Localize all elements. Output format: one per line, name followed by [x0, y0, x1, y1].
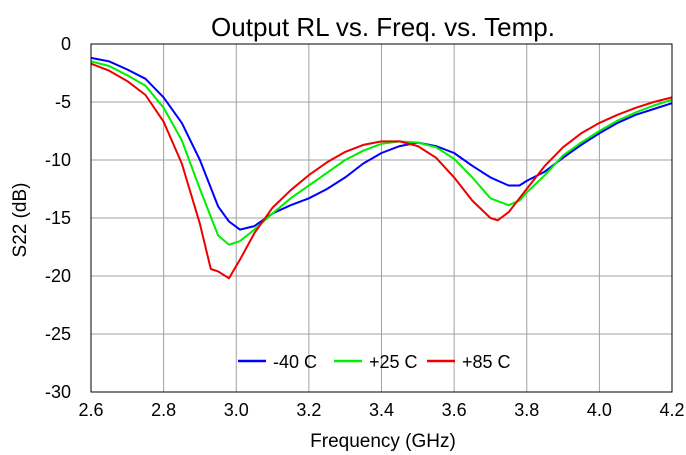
tick-labels: 2.6 2.8 3.0 3.2 3.4 3.6 3.8 4.0 4.2 0 -5 -10 -15 -20 -…	[45, 34, 685, 420]
x-tick-label: 3.2	[296, 400, 321, 420]
x-tick-label: 2.6	[78, 400, 103, 420]
x-tick-label: 4.0	[587, 400, 612, 420]
legend-label: +25 C	[369, 352, 418, 372]
legend: -40 C +25 C +85 C	[238, 352, 511, 372]
y-tick-label: -5	[55, 92, 71, 112]
series-line	[90, 62, 673, 280]
y-tick-label: -15	[45, 208, 71, 228]
legend-label: +85 C	[462, 352, 511, 372]
x-axis-label: Frequency (GHz)	[310, 431, 456, 452]
y-tick-label: -10	[45, 150, 71, 170]
series-line	[90, 60, 673, 246]
x-tick-label: 3.8	[514, 400, 539, 420]
y-tick-label: -20	[45, 266, 71, 286]
plot-area	[90, 43, 673, 393]
y-tick-label: -25	[45, 324, 71, 344]
y-tick-label: 0	[61, 34, 71, 54]
series-line	[90, 56, 673, 231]
x-tick-label: 2.8	[151, 400, 176, 420]
x-tick-label: 4.2	[659, 400, 684, 420]
legend-label: -40 C	[273, 352, 317, 372]
x-tick-label: 3.0	[224, 400, 249, 420]
x-tick-label: 3.4	[369, 400, 394, 420]
y-axis-label: S22 (dB)	[10, 183, 31, 258]
y-tick-label: -30	[45, 382, 71, 402]
chart-title: Output RL vs. Freq. vs. Temp.	[211, 12, 555, 42]
x-tick-label: 3.6	[442, 400, 467, 420]
series-lines	[90, 56, 673, 280]
